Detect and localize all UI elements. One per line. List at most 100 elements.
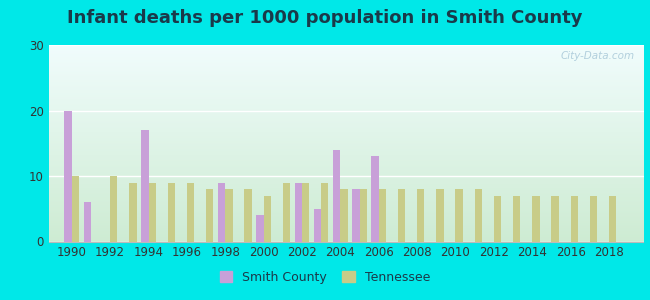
- Bar: [49, 80, 644, 81]
- Bar: [49, 214, 644, 215]
- Bar: [494, 196, 501, 242]
- Bar: [49, 135, 644, 136]
- Bar: [49, 116, 644, 117]
- Bar: [49, 238, 644, 239]
- Bar: [49, 219, 644, 220]
- Bar: [49, 227, 644, 228]
- Bar: [49, 228, 644, 229]
- Bar: [49, 212, 644, 213]
- Bar: [49, 223, 644, 224]
- Bar: [532, 196, 540, 242]
- Bar: [49, 62, 644, 63]
- Bar: [49, 151, 644, 152]
- Bar: [49, 172, 644, 173]
- Bar: [49, 63, 644, 64]
- Bar: [49, 235, 644, 236]
- Bar: [49, 190, 644, 191]
- Bar: [49, 197, 644, 198]
- Bar: [49, 91, 644, 92]
- Bar: [49, 114, 644, 115]
- Bar: [49, 220, 644, 221]
- Bar: [49, 225, 644, 226]
- Bar: [49, 167, 644, 168]
- Bar: [49, 157, 644, 158]
- Bar: [49, 163, 644, 164]
- Bar: [49, 66, 644, 67]
- Bar: [49, 154, 644, 155]
- Bar: [141, 130, 148, 242]
- Bar: [49, 149, 644, 150]
- Bar: [49, 188, 644, 189]
- Bar: [49, 67, 644, 68]
- Bar: [456, 189, 463, 242]
- Bar: [49, 141, 644, 142]
- Bar: [49, 93, 644, 94]
- Bar: [49, 168, 644, 169]
- Bar: [49, 176, 644, 177]
- Bar: [49, 205, 644, 206]
- Bar: [371, 156, 379, 242]
- Bar: [49, 64, 644, 66]
- Bar: [49, 115, 644, 116]
- Bar: [49, 69, 644, 70]
- Bar: [49, 113, 644, 114]
- Bar: [49, 142, 644, 143]
- Bar: [49, 209, 644, 210]
- Bar: [49, 161, 644, 162]
- Bar: [417, 189, 424, 242]
- Bar: [49, 131, 644, 132]
- Bar: [49, 158, 644, 159]
- Bar: [49, 136, 644, 137]
- Bar: [49, 132, 644, 134]
- Bar: [49, 100, 644, 101]
- Bar: [49, 215, 644, 216]
- Bar: [49, 124, 644, 126]
- Bar: [49, 95, 644, 96]
- Bar: [49, 105, 644, 106]
- Bar: [49, 210, 644, 211]
- Bar: [129, 182, 136, 242]
- Bar: [49, 61, 644, 62]
- Bar: [49, 46, 644, 47]
- Bar: [49, 191, 644, 192]
- Bar: [49, 56, 644, 57]
- Bar: [49, 119, 644, 120]
- Bar: [49, 90, 644, 91]
- Bar: [49, 81, 644, 82]
- Bar: [49, 112, 644, 113]
- Bar: [436, 189, 443, 242]
- Legend: Smith County, Tennessee: Smith County, Tennessee: [216, 267, 434, 288]
- Bar: [49, 196, 644, 197]
- Bar: [49, 92, 644, 93]
- Bar: [110, 176, 118, 242]
- Bar: [49, 224, 644, 225]
- Bar: [49, 134, 644, 135]
- Bar: [49, 89, 644, 90]
- Bar: [49, 84, 644, 85]
- Bar: [49, 189, 644, 190]
- Bar: [49, 234, 644, 235]
- Bar: [49, 110, 644, 111]
- Bar: [49, 55, 644, 56]
- Bar: [474, 189, 482, 242]
- Bar: [49, 211, 644, 212]
- Bar: [49, 217, 644, 218]
- Bar: [49, 147, 644, 148]
- Text: City-Data.com: City-Data.com: [560, 51, 634, 61]
- Bar: [352, 189, 359, 242]
- Bar: [49, 52, 644, 53]
- Bar: [49, 175, 644, 176]
- Bar: [49, 127, 644, 128]
- Bar: [49, 50, 644, 51]
- Bar: [49, 138, 644, 139]
- Bar: [84, 202, 91, 242]
- Bar: [49, 213, 644, 214]
- Bar: [49, 202, 644, 203]
- Bar: [49, 195, 644, 196]
- Bar: [49, 200, 644, 201]
- Bar: [49, 152, 644, 153]
- Bar: [359, 189, 367, 242]
- Bar: [49, 74, 644, 76]
- Bar: [49, 143, 644, 144]
- Bar: [49, 148, 644, 149]
